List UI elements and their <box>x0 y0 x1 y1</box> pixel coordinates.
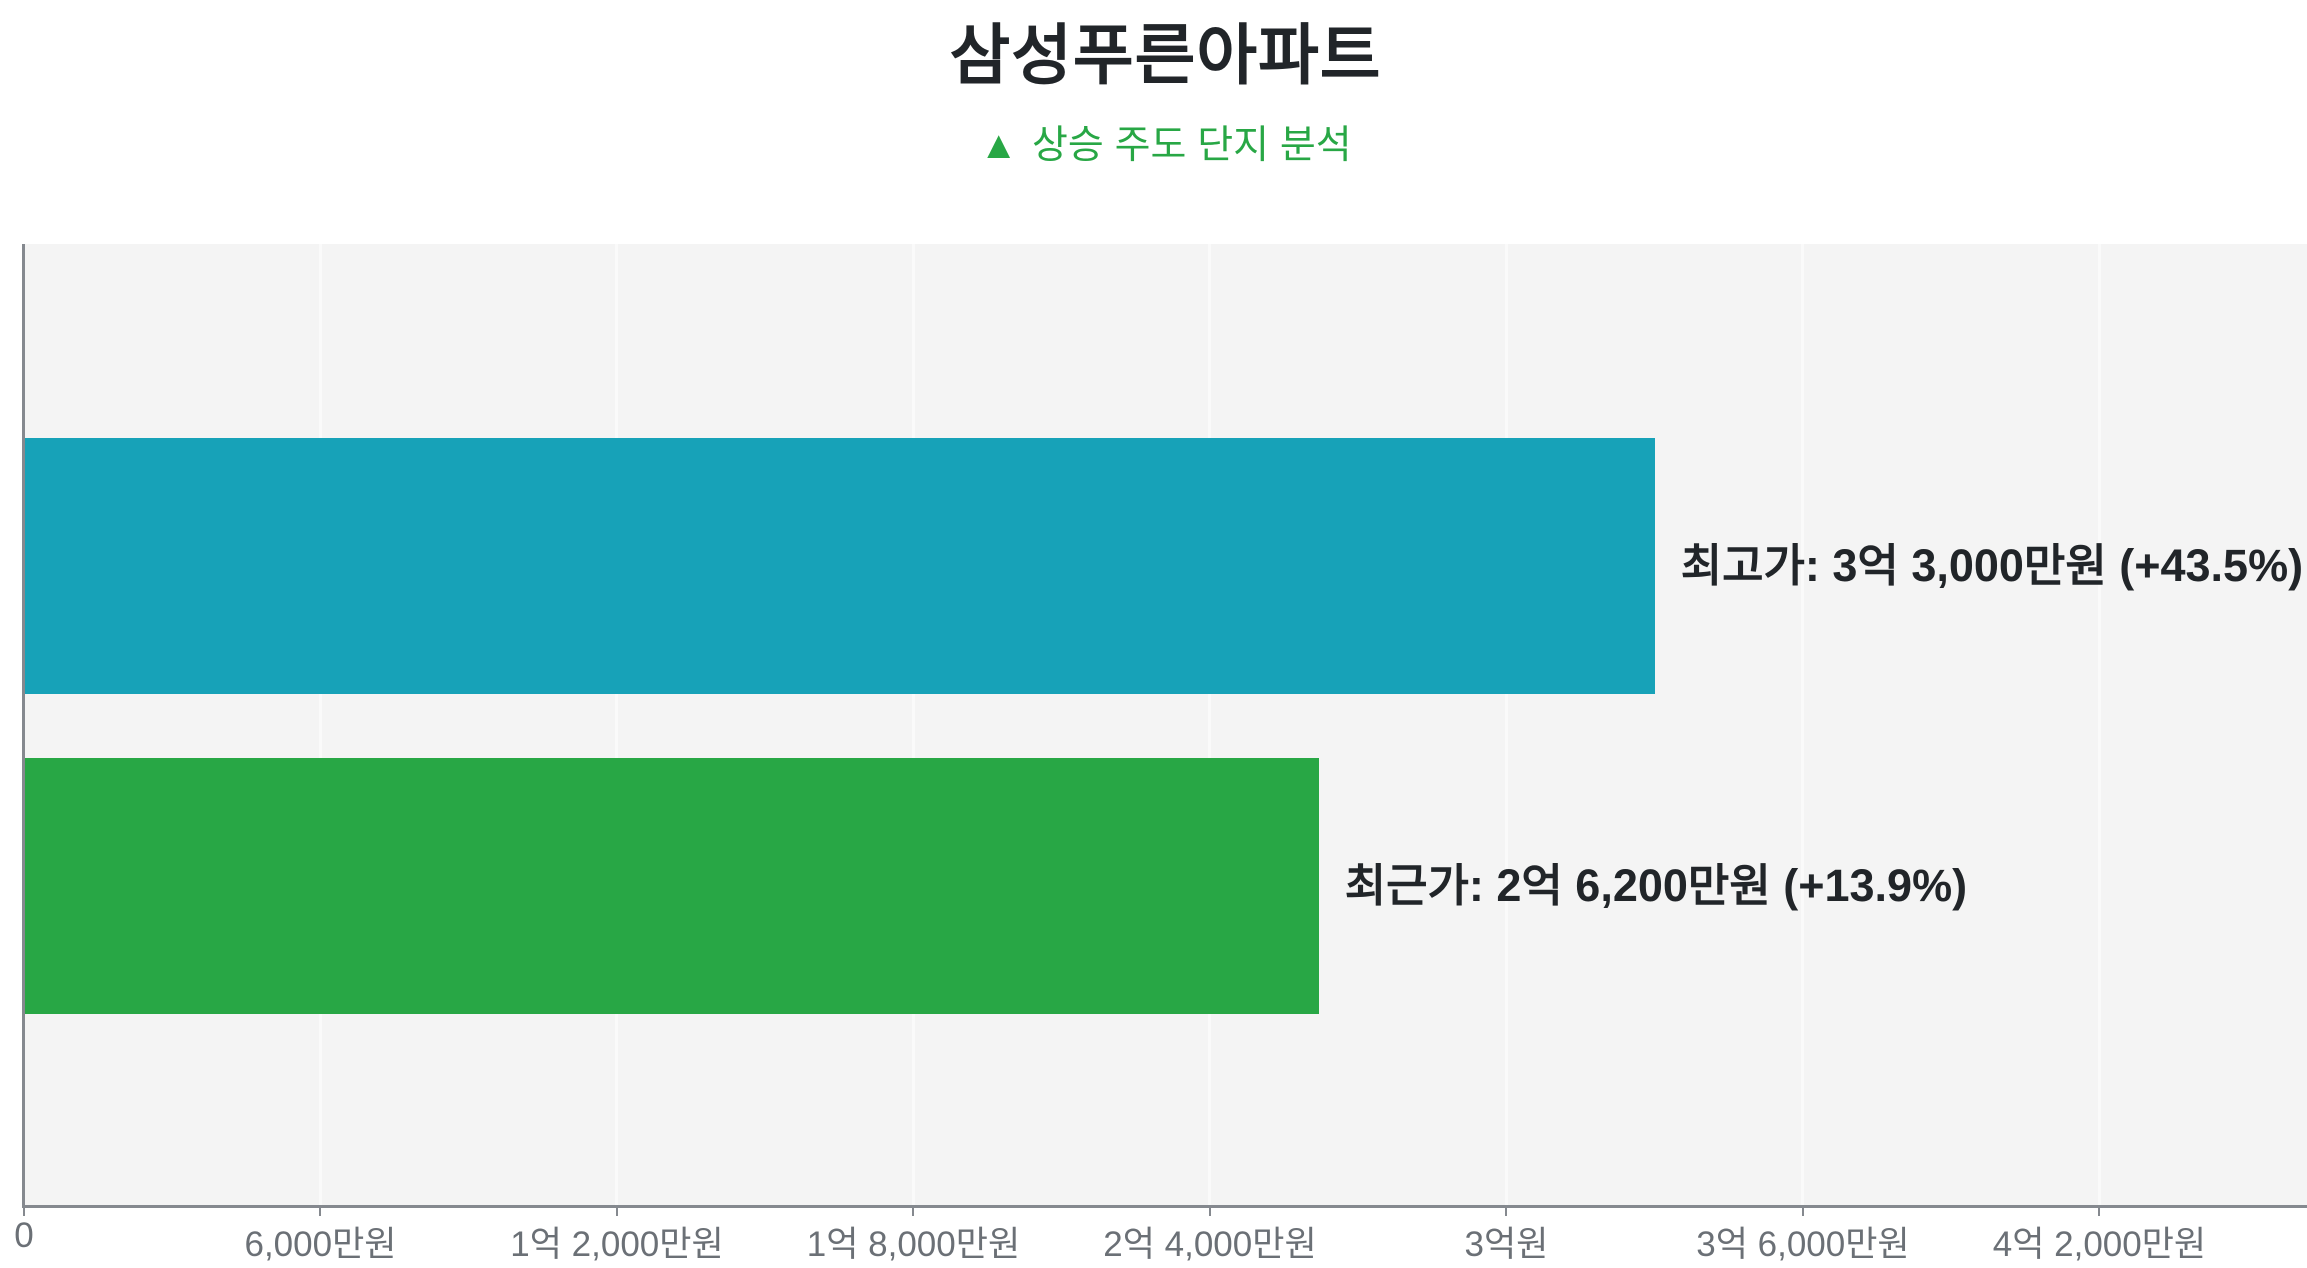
chart-title: 삼성푸른아파트 <box>949 18 1382 92</box>
x-tick-mark <box>2098 1205 2101 1216</box>
y-axis-line <box>22 244 25 1208</box>
bar-최근가 <box>24 758 1319 1014</box>
up-triangle-icon: ▲ <box>979 124 1019 167</box>
x-tick-label: 4억 2,000만원 <box>1992 1225 2207 1264</box>
x-tick-label: 6,000만원 <box>244 1225 397 1264</box>
x-tick-mark <box>23 1205 25 1216</box>
x-tick-mark <box>912 1205 915 1216</box>
x-tick-mark <box>1208 1205 1211 1216</box>
gridline <box>1208 244 1212 1205</box>
gridline <box>911 244 915 1205</box>
x-tick-label: 1억 8,000만원 <box>806 1225 1021 1264</box>
gridline <box>318 244 322 1205</box>
x-tick-label: 1억 2,000만원 <box>510 1225 724 1264</box>
x-tick-mark <box>1801 1205 1804 1216</box>
x-tick-label: 0 <box>14 1216 34 1255</box>
chart-subtitle: ▲ 상승 주도 단지 분석 <box>24 114 2307 170</box>
x-tick-label: 2억 4,000만원 <box>1103 1225 1317 1264</box>
x-tick-label: 3억 6,000만원 <box>1696 1225 1910 1264</box>
gridline <box>1504 244 1508 1205</box>
gridline <box>2097 244 2101 1205</box>
gridline <box>615 244 619 1205</box>
x-axis-line <box>22 1205 2307 1208</box>
x-tick-mark <box>1505 1205 1508 1216</box>
bar-value-label: 최고가: 3억 3,000만원 (+43.5%) <box>1680 540 2304 591</box>
bar-value-label: 최근가: 2억 6,200만원 (+13.9%) <box>1344 860 1968 911</box>
chart-subtitle-text: 상승 주도 단지 분석 <box>1032 124 1352 167</box>
x-tick-label: 3억원 <box>1464 1225 1549 1264</box>
plot-area: 최고가: 3억 3,000만원 (+43.5%) 최근가: 2억 6,200만원 … <box>24 244 2307 1205</box>
gridline <box>1801 244 1805 1205</box>
x-tick-mark <box>319 1205 322 1216</box>
x-tick-mark <box>615 1205 618 1216</box>
bar-최고가 <box>24 438 1655 694</box>
